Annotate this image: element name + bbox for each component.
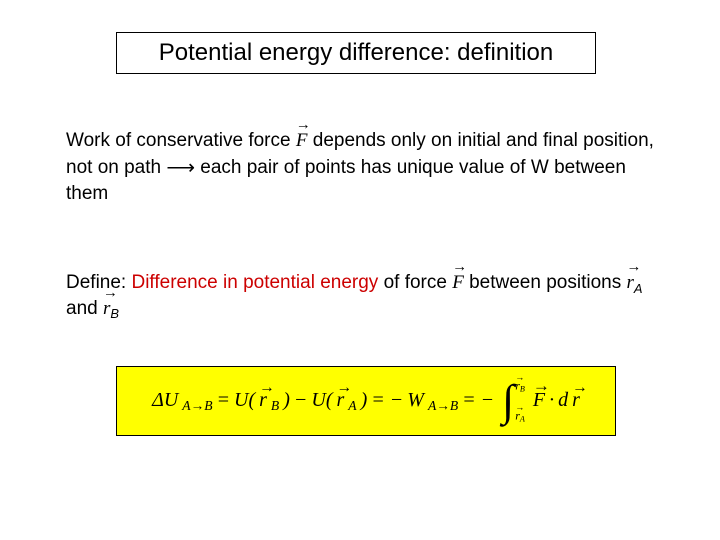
U-openA: U( [311,389,332,412]
integral-icon: ∫ →rB →rA [502,382,525,419]
p2-rA-sub: A [634,281,643,296]
vector-rB-formula-icon: →r [259,389,267,412]
p2-red-phrase: Difference in potential energy [131,272,378,293]
formula-box: ΔUA→B = U(→rB) − U(→rA) = −WA→B = − ∫ →r… [116,366,616,436]
int-lower-r-icon: →r [515,409,520,422]
vector-F2-icon: →F [452,270,464,296]
p2-and: and [66,298,103,319]
f-rB-sub: B [271,398,279,414]
p1-pre: Work of conservative force [66,130,296,151]
deltaU-sub: A→B [182,398,212,414]
closeA: ) [361,389,368,412]
vector-dr-icon: →r [572,389,580,412]
W: W [407,389,424,412]
formula: ΔUA→B = U(→rB) − U(→rA) = −WA→B = − ∫ →r… [152,382,580,419]
U-openB: U( [234,389,255,412]
eq2: = − [371,389,403,412]
p2-rB-sub: B [110,306,119,321]
W-sub: A→B [428,398,458,414]
title-box: Potential energy difference: definition [116,32,596,74]
vector-F-icon: →F [296,128,308,154]
implies-arrow-icon: ⟶ [166,155,195,182]
vector-F-formula-icon: →F [533,389,545,412]
closeB: ) [283,389,290,412]
paragraph-work-conservative: Work of conservative force →F depends on… [66,128,666,206]
eq1: = [217,389,231,412]
minus: − [294,389,308,412]
p2-mid1: of force [378,272,452,293]
p2-mid2: between positions [464,272,627,293]
vector-rA-formula-icon: →r [337,389,345,412]
eq3: = − [462,389,494,412]
int-upper-r-icon: →r [515,380,520,393]
p2-pre: Define: [66,272,131,293]
paragraph-define: Define: Difference in potential energy o… [66,270,666,321]
d: d [558,389,568,412]
deltaU: ΔU [152,389,178,412]
title-text: Potential energy difference: definition [159,39,554,66]
f-rA-sub: A [348,398,356,414]
vector-rA-icon: →r [627,270,634,296]
